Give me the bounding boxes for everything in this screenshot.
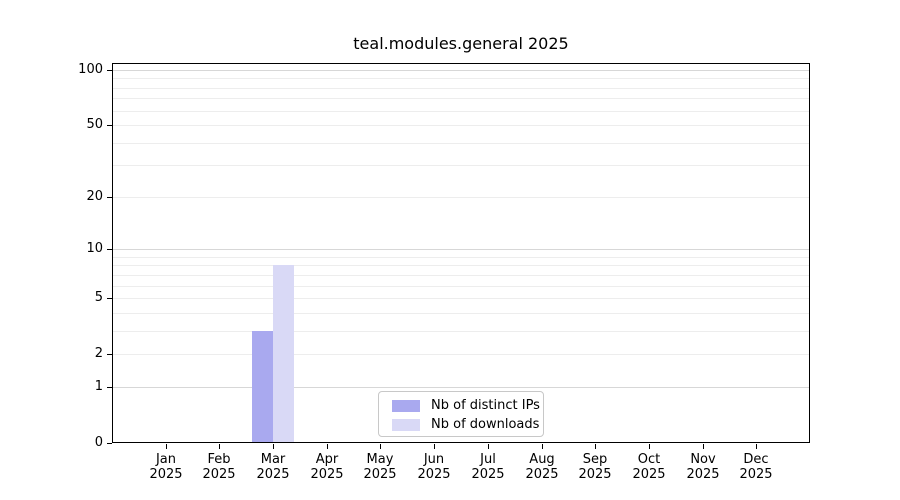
- x-tick-label-may: May 2025: [363, 452, 397, 482]
- y-tick-mark-0: [107, 443, 112, 444]
- legend-item-1: Nb of downloads: [392, 416, 539, 434]
- x-tick-label-aug: Aug 2025: [525, 452, 559, 482]
- x-tick-mark-aug: [542, 444, 543, 449]
- legend-label-0: Nb of distinct IPs: [431, 398, 540, 413]
- x-tick-mark-jul: [488, 444, 489, 449]
- y-tick-label-20: 20: [86, 189, 103, 204]
- legend-label-1: Nb of downloads: [431, 417, 540, 432]
- chart-title: teal.modules.general 2025: [353, 34, 569, 53]
- x-tick-label-nov: Nov 2025: [686, 452, 720, 482]
- y-tick-label-0: 0: [94, 435, 103, 450]
- x-tick-label-jan: Jan 2025: [149, 452, 183, 482]
- x-tick-label-dec: Dec 2025: [739, 452, 773, 482]
- x-tick-mark-nov: [703, 444, 704, 449]
- x-tick-mark-jan: [166, 444, 167, 449]
- x-tick-label-sep: Sep 2025: [578, 452, 612, 482]
- x-tick-label-feb: Feb 2025: [202, 452, 236, 482]
- plot-area-border: [112, 63, 810, 443]
- x-tick-mark-dec: [756, 444, 757, 449]
- x-tick-mark-jun: [434, 444, 435, 449]
- y-tick-label-10: 10: [86, 241, 103, 256]
- x-tick-mark-feb: [219, 444, 220, 449]
- x-tick-mark-apr: [327, 444, 328, 449]
- x-tick-label-apr: Apr 2025: [310, 452, 344, 482]
- legend-swatch-0: [392, 400, 420, 412]
- y-tick-label-2: 2: [94, 346, 103, 361]
- legend-item-0: Nb of distinct IPs: [392, 397, 540, 415]
- x-tick-label-oct: Oct 2025: [632, 452, 666, 482]
- y-tick-label-5: 5: [94, 290, 103, 305]
- y-tick-label-1: 1: [94, 379, 103, 394]
- y-tick-label-100: 100: [78, 62, 103, 77]
- x-tick-label-jul: Jul 2025: [471, 452, 505, 482]
- y-tick-label-50: 50: [86, 117, 103, 132]
- legend: Nb of distinct IPs Nb of downloads: [378, 391, 544, 437]
- x-tick-label-jun: Jun 2025: [417, 452, 451, 482]
- x-tick-mark-sep: [595, 444, 596, 449]
- x-tick-label-mar: Mar 2025: [256, 452, 290, 482]
- x-tick-mark-may: [380, 444, 381, 449]
- x-tick-mark-oct: [649, 444, 650, 449]
- x-tick-mark-mar: [273, 444, 274, 449]
- legend-swatch-1: [392, 419, 420, 431]
